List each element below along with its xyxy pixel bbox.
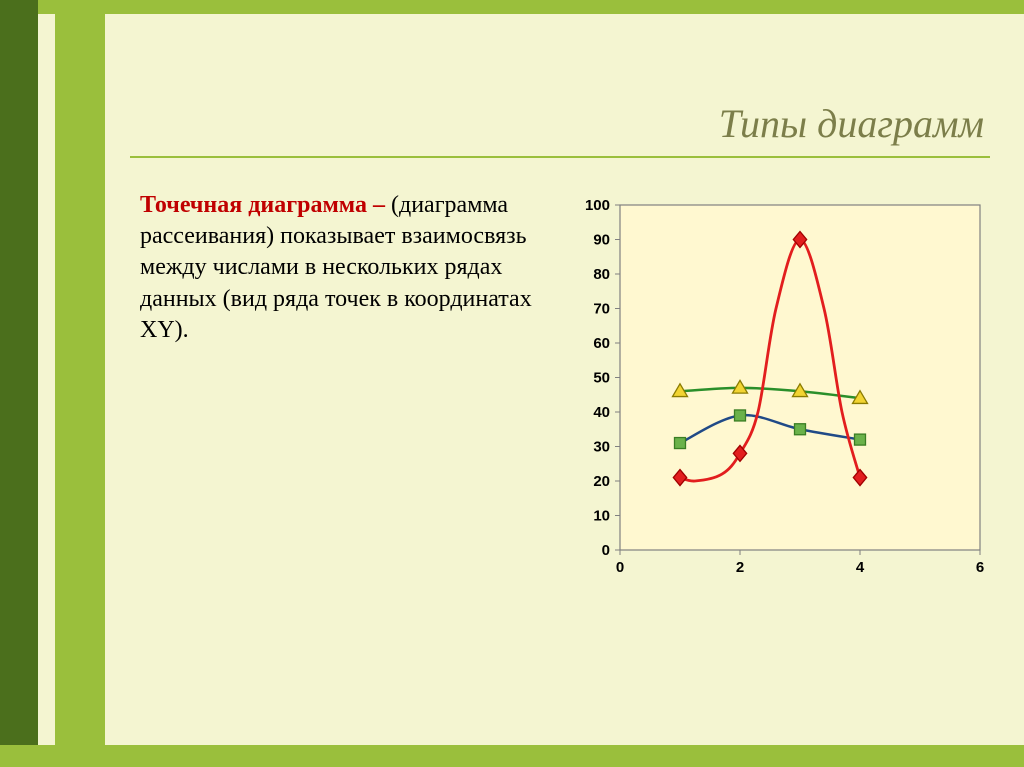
svg-text:0: 0 <box>616 559 624 576</box>
slide-title: Типы диаграмм <box>719 100 984 147</box>
title-underline <box>130 156 990 158</box>
highlight-term: Точечная диаграмма – <box>140 192 385 218</box>
left-light-bar <box>55 14 105 767</box>
svg-text:20: 20 <box>593 473 610 490</box>
content-text: Точечная диаграмма – (диаграмма рассеива… <box>140 190 540 346</box>
svg-text:6: 6 <box>976 559 984 576</box>
svg-text:4: 4 <box>856 559 865 576</box>
slide: Типы диаграмм Точечная диаграмма – (диаг… <box>0 0 1024 767</box>
left-dark-bar <box>0 0 38 767</box>
svg-text:10: 10 <box>593 508 610 525</box>
svg-text:90: 90 <box>593 232 610 249</box>
svg-text:30: 30 <box>593 439 610 456</box>
svg-text:0: 0 <box>602 542 610 559</box>
svg-text:80: 80 <box>593 266 610 283</box>
bottom-accent-bar <box>0 745 1024 767</box>
svg-text:40: 40 <box>593 404 610 421</box>
scatter-chart: 0 10 20 30 40 50 60 70 80 90 100 0 2 4 6 <box>565 195 995 605</box>
svg-text:50: 50 <box>593 370 610 387</box>
svg-text:60: 60 <box>593 335 610 352</box>
top-accent-bar <box>0 0 1024 14</box>
svg-text:100: 100 <box>585 197 610 214</box>
svg-text:2: 2 <box>736 559 744 576</box>
svg-text:70: 70 <box>593 301 610 318</box>
